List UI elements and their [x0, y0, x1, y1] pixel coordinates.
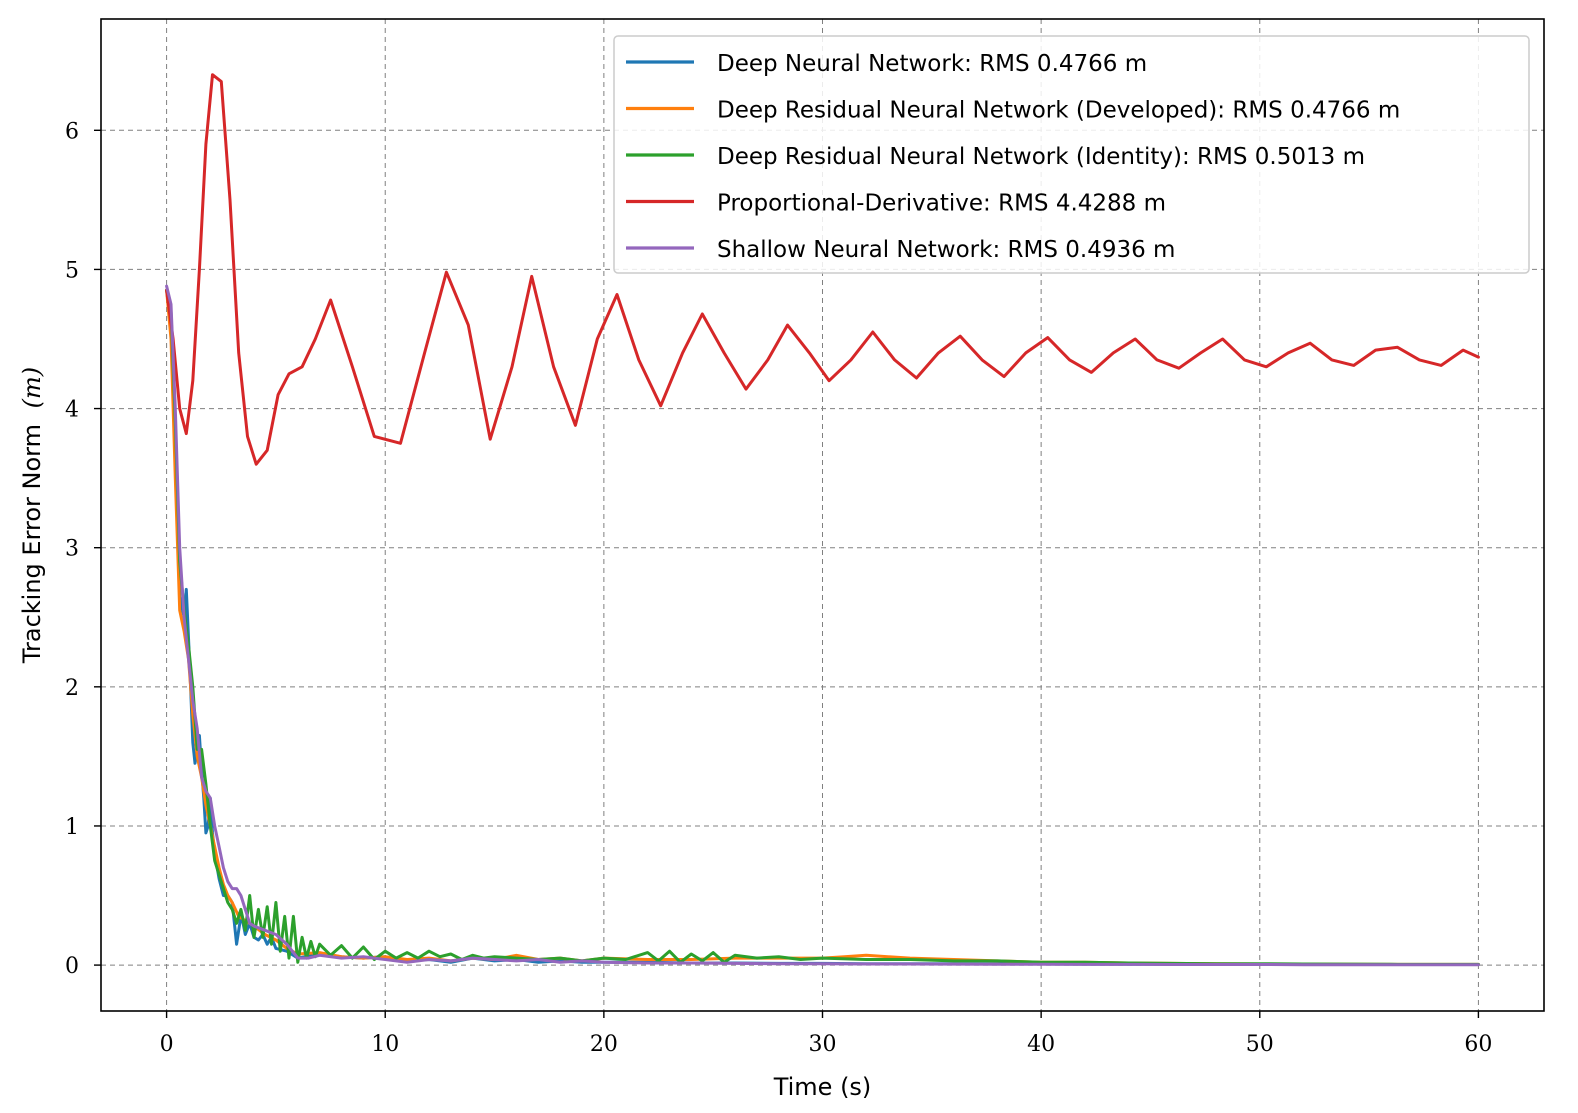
series-line-3 [165, 288, 1480, 966]
y-tick-label: 1 [65, 815, 79, 840]
x-tick-label: 20 [590, 1032, 618, 1057]
y-tick-label: 4 [65, 398, 79, 423]
x-tick-label: 0 [160, 1032, 174, 1057]
legend-box [613, 35, 1530, 274]
x-tick-label: 60 [1464, 1032, 1492, 1057]
x-tick-label: 50 [1246, 1032, 1274, 1057]
axis-ticks: 0 10 20 30 40 50 60 0 1 2 3 4 5 6 [65, 119, 1492, 1057]
x-tick-label: 40 [1027, 1032, 1055, 1057]
y-tick-label: 5 [65, 258, 79, 283]
legend-entry-label: Proportional-Derivative: RMS 4.4288 m [717, 191, 1166, 217]
series-line-4 [165, 73, 1480, 466]
legend-entry-label: Shallow Neural Network: RMS 0.4936 m [717, 237, 1175, 263]
legend: Deep Neural Network: RMS 0.4766 m Deep Re… [613, 35, 1530, 274]
legend-entry-label: Deep Residual Neural Network (Developed)… [717, 98, 1400, 124]
y-tick-label: 2 [65, 676, 79, 701]
x-axis-label: Time (s) [773, 1073, 872, 1101]
y-axis-label: Tracking Error Norm (m) [18, 367, 46, 664]
x-tick-label: 30 [809, 1032, 837, 1057]
x-tick-label: 10 [371, 1032, 399, 1057]
legend-entry-label: Deep Residual Neural Network (Identity):… [717, 144, 1365, 170]
legend-entry-label: Deep Neural Network: RMS 0.4766 m [717, 51, 1147, 77]
y-tick-label: 3 [65, 537, 79, 562]
plot-frame [100, 18, 1545, 1012]
y-axis-label-text: Tracking Error Norm [18, 424, 46, 664]
y-tick-label: 0 [65, 954, 79, 979]
y-axis-label-unit: (m) [18, 367, 46, 408]
series-group [165, 73, 1480, 967]
y-tick-label: 6 [65, 119, 79, 144]
series-line-5 [165, 284, 1480, 967]
